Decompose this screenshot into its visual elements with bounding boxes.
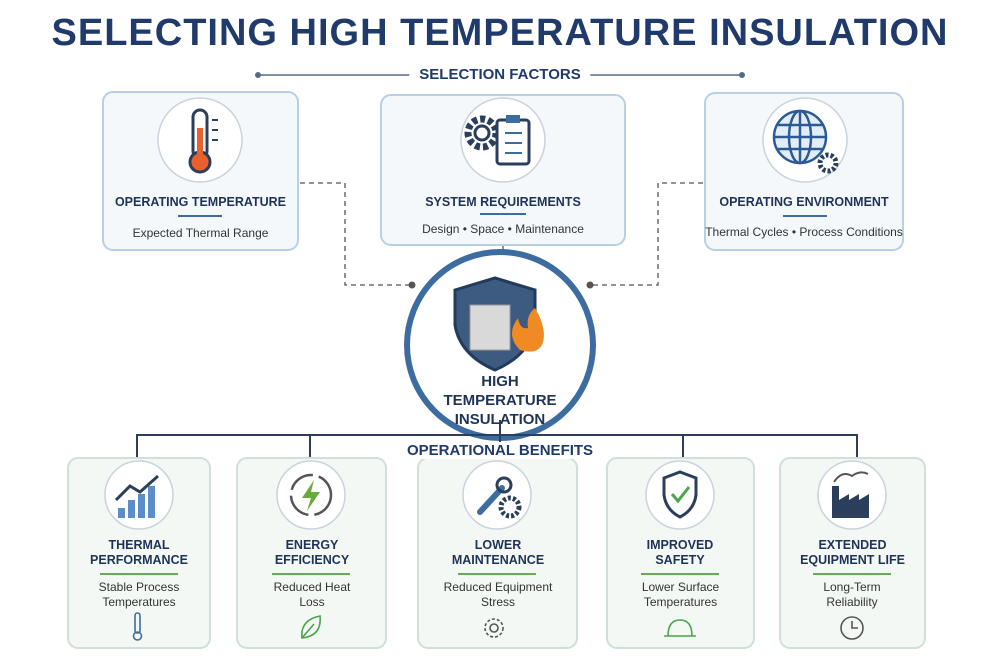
dot [586,281,594,289]
section-label: OPERATIONAL BENEFITS [396,442,604,459]
factor-subtitle: Thermal Cycles • Process Conditions [705,225,903,239]
shield-icon [453,276,544,372]
underlines [178,213,827,217]
dot [255,72,261,78]
benefit-subtitle: Lower Surface Temperatures [641,580,720,609]
tools-icon [477,476,522,519]
factor-subtitle: Design • Space • Maintenance [422,222,584,236]
small-icons [132,612,864,641]
factor-title: OPERATING TEMPERATURE [114,195,287,209]
connectors [300,182,703,286]
factory-icon [832,471,869,518]
benefit-subtitle: Reduced Heat Loss [273,580,351,609]
dot [408,281,416,289]
requirements-icon [464,115,531,166]
section-label: SELECTION FACTORS [409,66,591,83]
benefit-subtitle: Reduced Equipment Stress [443,580,553,609]
benefit-subtitle: Long-Term Reliability [823,580,881,609]
benefit-cards [67,457,926,649]
benefit-title: IMPROVED SAFETY [646,538,714,567]
dot [739,72,745,78]
safety-icon [662,470,698,519]
title: SELECTING HIGH TEMPERATURE INSULATION [51,12,949,54]
benefit-title: EXTENDED EQUIPMENT LIFE [800,538,905,567]
factor-title: SYSTEM REQUIREMENTS [425,195,581,209]
benefit-title: LOWER MAINTENANCE [451,538,545,567]
factor-title: OPERATING ENVIRONMENT [719,195,889,209]
benefit-subtitle: Stable Process Temperatures [98,580,180,609]
benefit-title: THERMAL PERFORMANCE [90,538,188,567]
chart-icon [114,474,159,518]
energy-icon [289,473,333,517]
benefit-title: ENERGY EFFICIENCY [274,538,350,567]
factor-subtitle: Expected Thermal Range [132,226,269,240]
center-label: HIGH TEMPERATURE INSULATION [443,373,557,428]
globe-icon [772,109,839,174]
thermometer-icon [188,108,218,174]
